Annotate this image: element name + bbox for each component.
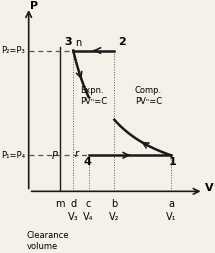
Text: a: a	[167, 199, 174, 209]
Text: c: c	[86, 199, 91, 209]
Text: V₂: V₂	[109, 211, 119, 221]
Text: 4: 4	[83, 156, 91, 166]
Text: 3: 3	[64, 37, 71, 47]
Text: V: V	[205, 183, 213, 193]
Text: d: d	[70, 199, 76, 209]
Text: m: m	[55, 199, 64, 209]
Text: r: r	[75, 149, 79, 159]
Text: P: P	[52, 150, 58, 160]
Text: Clearance
volume: Clearance volume	[27, 231, 69, 250]
Text: V₁: V₁	[165, 211, 176, 221]
Text: b: b	[111, 199, 117, 209]
Text: V₃: V₃	[68, 211, 78, 221]
Text: Comp.
PVⁿ=C: Comp. PVⁿ=C	[135, 86, 162, 106]
Text: V₄: V₄	[83, 211, 94, 221]
Text: P₂=P₃: P₂=P₃	[2, 46, 25, 55]
Text: P: P	[30, 1, 38, 11]
Text: 1: 1	[168, 156, 176, 166]
Text: Expn.
PVⁿ=C: Expn. PVⁿ=C	[80, 86, 107, 106]
Text: P₁=P₄: P₁=P₄	[1, 151, 25, 160]
Text: 2: 2	[118, 37, 125, 47]
Text: n: n	[75, 38, 81, 48]
